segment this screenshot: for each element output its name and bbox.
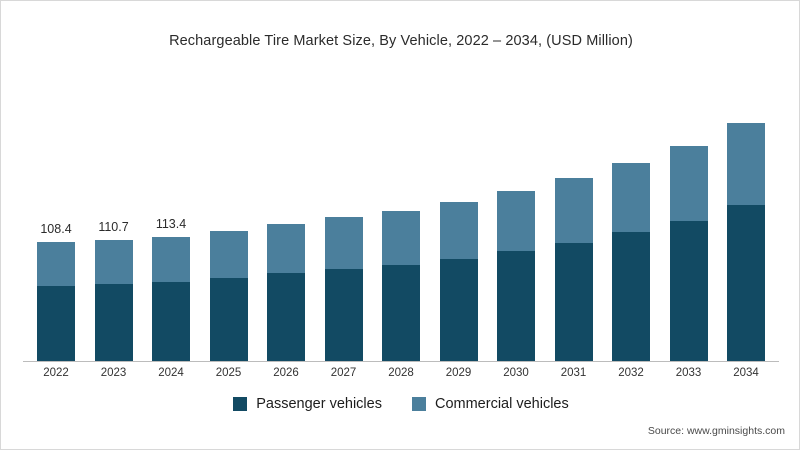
bar-segment-passenger-vehicles[interactable] [152,282,190,361]
bar-segment-commercial-vehicles[interactable] [209,230,248,278]
bar-segment-commercial-vehicles[interactable] [37,242,75,287]
x-axis-tick-label: 2025 [215,367,242,379]
plot-area: 108.4 110.7 113.4 [31,76,771,361]
bar-segment-passenger-vehicles[interactable] [439,259,478,361]
bar-segment-commercial-vehicles[interactable] [152,236,190,283]
legend-label-commercial-vehicles: Commercial vehicles [434,396,569,412]
bar-segment-commercial-vehicles[interactable] [497,191,535,252]
bar-segment-passenger-vehicles[interactable] [497,251,535,361]
bar-value-label: 113.4 [155,216,187,231]
legend-label-passenger-vehicles: Passenger vehicles [256,396,382,412]
bar-segment-commercial-vehicles[interactable] [669,146,708,221]
bar-value-label: 110.7 [98,219,129,234]
bar-group[interactable] [497,76,535,361]
x-axis-tick-label: 2028 [388,367,414,379]
bar-value-label: 108.4 [40,222,72,237]
x-axis-tick-label: 2029 [445,367,472,379]
bar-segment-commercial-vehicles[interactable] [324,217,363,269]
bar-group[interactable]: 113.4 [152,76,190,361]
bar-segment-commercial-vehicles[interactable] [267,224,305,274]
bar-segment-commercial-vehicles[interactable] [439,202,478,260]
bar-group[interactable]: 108.4 [37,76,75,361]
bar-segment-commercial-vehicles[interactable] [382,210,420,265]
x-axis-tick-label: 2033 [675,367,702,379]
x-axis-tick-label: 2034 [733,367,759,379]
bar-group[interactable]: 110.7 [94,76,133,361]
legend-item-passenger-vehicles[interactable]: Passenger vehicles [233,396,382,412]
x-axis-tick-label: 2022 [43,367,69,379]
legend-item-commercial-vehicles[interactable]: Commercial vehicles [411,396,569,412]
bar-segment-commercial-vehicles[interactable] [612,162,650,232]
bar-group[interactable] [439,76,478,361]
source-note: Source: www.gminsights.com [647,425,785,437]
chart-title: Rechargeable Tire Market Size, By Vehicl… [169,33,633,49]
bar-group[interactable] [669,76,708,361]
chart-legend: Passenger vehicles Commercial vehicles [1,396,800,412]
x-axis-tick-label: 2030 [503,367,529,379]
bar-series-container: 108.4 110.7 113.4 [31,76,771,361]
bar-segment-passenger-vehicles[interactable] [727,205,765,361]
x-axis-tick-label: 2031 [560,367,587,379]
bar-group[interactable] [267,76,305,361]
bar-group[interactable] [382,76,420,361]
x-axis-tick-label: 2032 [618,367,644,379]
bar-group[interactable] [209,76,248,361]
bar-segment-passenger-vehicles[interactable] [94,284,133,361]
legend-swatch-passenger-vehicles [233,397,248,411]
bar-segment-commercial-vehicles[interactable] [727,123,765,206]
bar-segment-passenger-vehicles[interactable] [209,277,248,361]
bar-group[interactable] [612,76,650,361]
bar-segment-commercial-vehicles[interactable] [554,177,593,243]
bar-segment-passenger-vehicles[interactable] [669,220,708,361]
x-axis-tick-label: 2026 [273,367,299,379]
bar-group[interactable] [554,76,593,361]
bar-group[interactable] [727,76,765,361]
x-axis-line [23,361,779,362]
x-axis-tick-label: 2027 [330,367,357,379]
bar-segment-commercial-vehicles[interactable] [94,239,133,285]
bar-segment-passenger-vehicles[interactable] [382,264,420,361]
bar-segment-passenger-vehicles[interactable] [324,268,363,361]
legend-swatch-commercial-vehicles [411,397,426,411]
bar-segment-passenger-vehicles[interactable] [37,286,75,361]
bar-segment-passenger-vehicles[interactable] [554,242,593,361]
x-axis-tick-labels: 2022 2023 2024 2025 2026 2027 2028 2029 2030 2031… [31,367,771,387]
x-axis-tick-label: 2024 [158,367,184,379]
bar-segment-passenger-vehicles[interactable] [267,273,305,361]
bar-group[interactable] [324,76,363,361]
bar-segment-passenger-vehicles[interactable] [612,231,650,361]
x-axis-tick-label: 2023 [100,367,127,379]
